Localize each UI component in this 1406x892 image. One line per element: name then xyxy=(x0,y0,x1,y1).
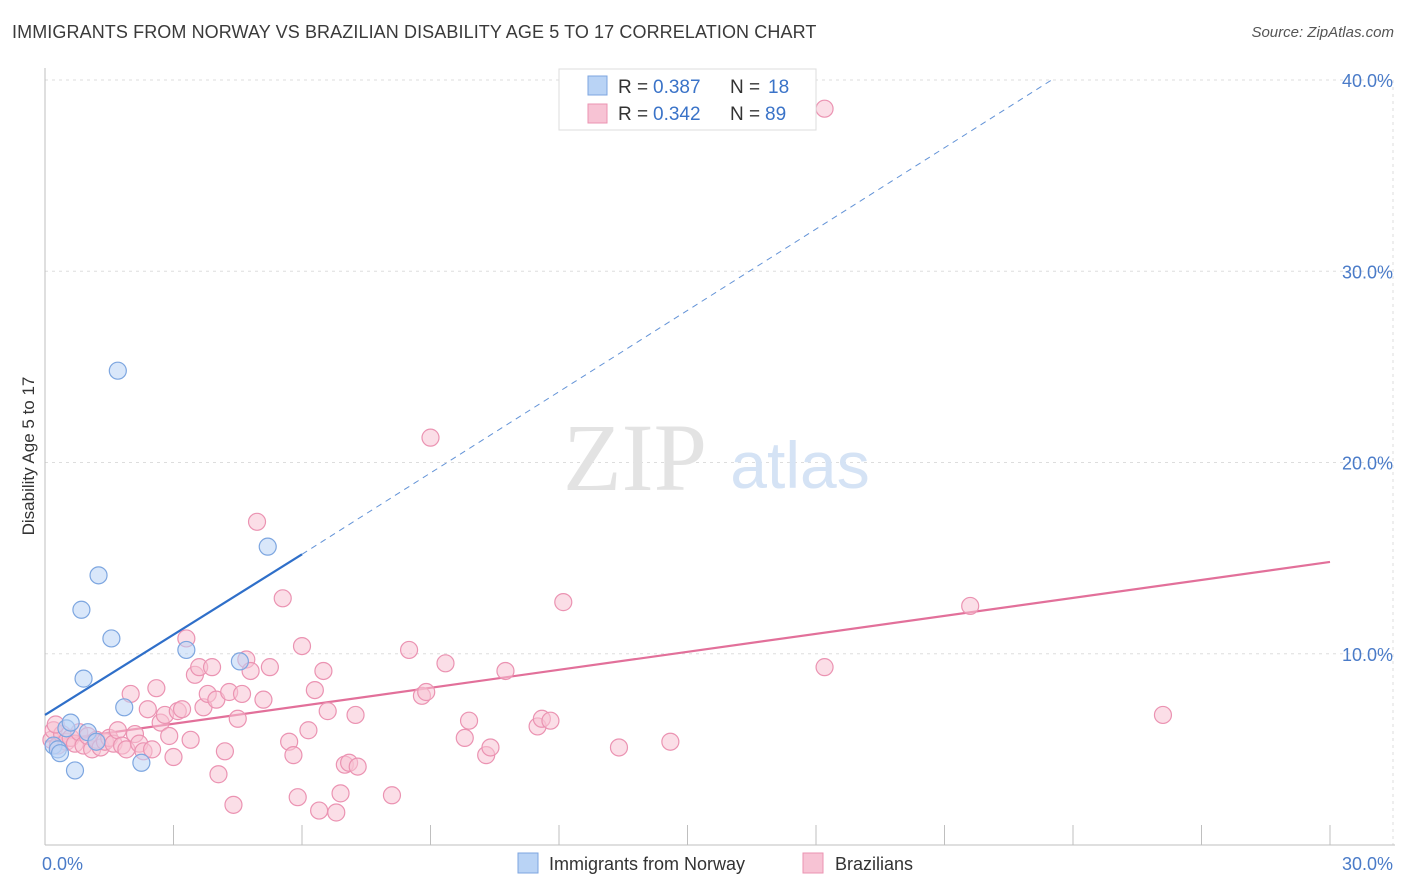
point-brazil xyxy=(310,801,329,820)
y-tick-label: 40.0% xyxy=(1342,71,1393,91)
point-brazil xyxy=(399,640,419,660)
watermark-atlas: atlas xyxy=(730,428,869,502)
point-norway xyxy=(230,652,249,671)
point-brazil xyxy=(331,784,350,803)
point-brazil xyxy=(181,730,200,749)
point-brazil xyxy=(417,682,436,702)
point-brazil xyxy=(215,742,234,761)
legend-n-value-brazil: 89 xyxy=(765,104,786,125)
point-brazil xyxy=(421,428,440,447)
point-brazil xyxy=(609,738,629,757)
point-brazil xyxy=(284,746,303,765)
axes-layer: 10.0% 20.0% 30.0% 40.0% xyxy=(44,68,1395,846)
grid-layer xyxy=(45,79,1395,845)
point-brazil xyxy=(273,589,292,608)
point-brazil xyxy=(455,728,474,748)
point-brazil xyxy=(459,711,479,730)
legend-box: R = 0.387 N = 18 R = 0.342 N = 89 xyxy=(558,68,817,131)
point-brazil xyxy=(172,700,192,719)
point-brazil xyxy=(299,721,318,740)
point-brazil xyxy=(496,661,515,681)
legend-n-label-brazil: N = xyxy=(730,104,760,125)
point-brazil xyxy=(815,99,834,118)
chart-source: Source: ZipAtlas.com xyxy=(1251,24,1394,41)
chart-title: IMMIGRANTS FROM NORWAY VS BRAZILIAN DISA… xyxy=(12,22,817,42)
legend-n-value-norway: 18 xyxy=(768,77,789,98)
point-norway xyxy=(177,640,196,660)
watermark: ZIP atlas xyxy=(563,404,870,511)
point-brazil xyxy=(481,738,500,757)
point-brazil xyxy=(228,709,247,728)
bottom-legend-label-norway: Immigrants from Norway xyxy=(549,854,745,874)
point-brazil xyxy=(661,732,680,751)
legend-swatch-brazil xyxy=(587,103,608,124)
point-norway xyxy=(74,669,93,688)
trend-layer xyxy=(44,79,1331,743)
point-brazil xyxy=(247,512,267,531)
point-brazil xyxy=(202,658,222,677)
x-tick-label-max: 30.0% xyxy=(1342,854,1393,874)
point-brazil xyxy=(224,795,243,814)
point-brazil xyxy=(160,726,179,746)
point-norway xyxy=(50,744,70,763)
legend-n-label-norway: N = xyxy=(730,77,760,98)
point-brazil xyxy=(318,702,337,721)
point-norway xyxy=(102,629,121,648)
legend-r-label-brazil: R = xyxy=(618,104,648,125)
point-brazil xyxy=(541,711,560,730)
y-axis-title: Disability Age 5 to 17 xyxy=(19,377,38,536)
y-tick-label: 20.0% xyxy=(1342,454,1393,474)
bottom-legend-label-brazil: Brazilians xyxy=(835,854,913,874)
y-tick-label: 30.0% xyxy=(1342,262,1393,282)
point-brazil xyxy=(254,690,273,709)
bottom-legend: Immigrants from Norway Brazilians xyxy=(517,852,913,874)
point-brazil xyxy=(305,680,324,700)
point-brazil xyxy=(554,593,573,612)
bottom-legend-swatch-norway xyxy=(517,852,539,874)
legend-r-label-norway: R = xyxy=(618,77,648,98)
point-brazil xyxy=(327,803,346,822)
point-brazil xyxy=(292,636,312,656)
point-brazil xyxy=(164,747,183,767)
y-tick-label: 10.0% xyxy=(1342,645,1393,665)
points-layer xyxy=(42,99,1173,822)
point-brazil xyxy=(382,786,402,805)
point-brazil xyxy=(348,757,367,776)
point-brazil xyxy=(209,765,228,784)
point-brazil xyxy=(346,705,365,725)
point-brazil xyxy=(147,679,166,698)
legend-swatch-norway xyxy=(587,75,608,96)
bottom-legend-swatch-brazil xyxy=(802,852,824,874)
point-brazil xyxy=(961,596,980,616)
point-norway xyxy=(72,600,91,619)
legend-r-value-brazil: 0.342 xyxy=(653,104,701,125)
trend-line-brazil xyxy=(44,560,1331,743)
x-tick-label-min: 0.0% xyxy=(42,854,83,874)
point-brazil xyxy=(232,684,252,704)
point-brazil xyxy=(108,721,127,740)
point-brazil xyxy=(436,654,455,673)
point-brazil xyxy=(288,788,307,807)
point-norway xyxy=(89,566,108,585)
point-brazil xyxy=(314,661,333,681)
point-brazil xyxy=(260,658,279,677)
trend-line-norway xyxy=(44,553,303,716)
point-brazil xyxy=(138,700,157,719)
point-norway xyxy=(132,753,151,772)
point-norway xyxy=(61,713,80,732)
point-norway xyxy=(115,698,134,717)
point-brazil xyxy=(815,658,834,677)
point-brazil xyxy=(142,740,162,759)
point-norway xyxy=(258,537,277,556)
point-brazil xyxy=(1153,705,1173,725)
point-norway xyxy=(108,361,127,380)
point-norway xyxy=(65,761,85,780)
point-norway xyxy=(87,732,106,751)
legend-r-value-norway: 0.387 xyxy=(653,77,701,98)
watermark-zip: ZIP xyxy=(563,404,707,511)
trend-extension-norway xyxy=(301,79,1052,555)
